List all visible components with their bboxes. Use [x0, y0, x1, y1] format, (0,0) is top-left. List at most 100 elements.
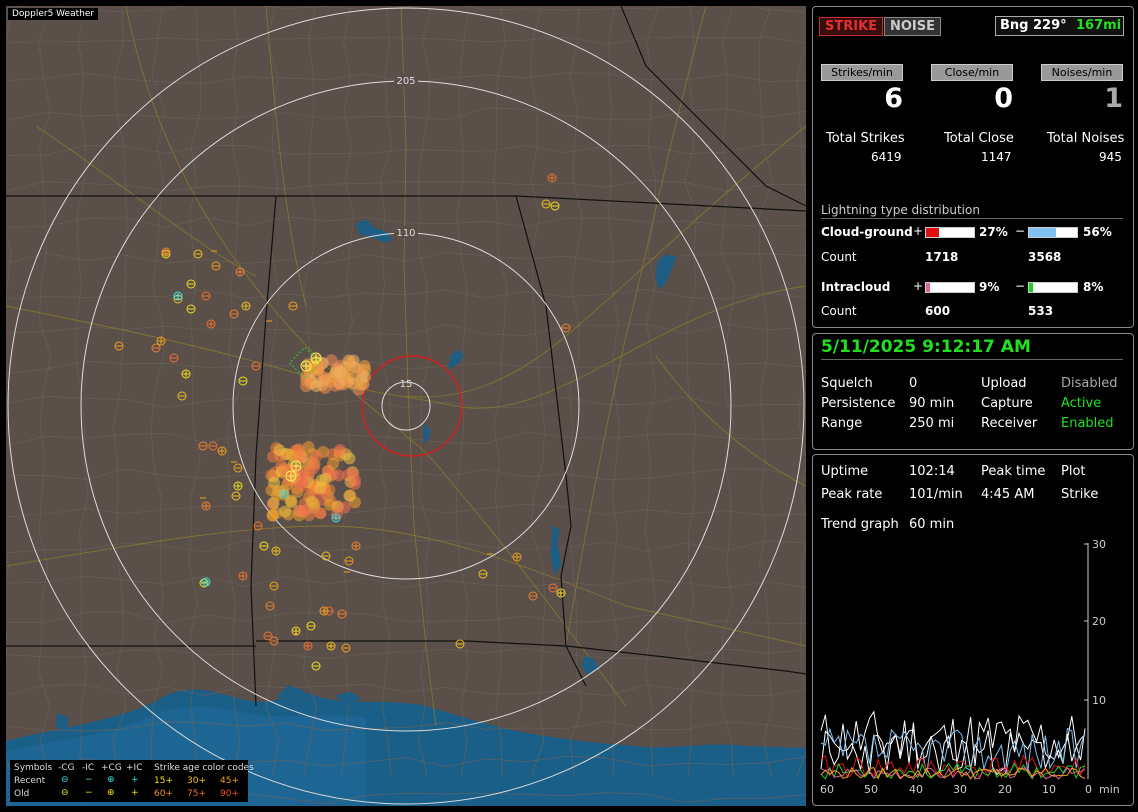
strike-marker [238, 376, 248, 386]
strike-marker [193, 249, 203, 259]
noise-toggle-button[interactable]: NOISE [884, 17, 942, 36]
strike-marker [263, 631, 273, 641]
trend-y-tick-20: 20 [1092, 615, 1106, 628]
strike-cluster [327, 457, 340, 470]
trend-x-tick-0: 0 [1085, 783, 1092, 796]
strike-cluster [358, 360, 371, 373]
uptime-value: 102:14 [909, 464, 955, 479]
strike-marker [241, 301, 251, 311]
trend-x-tick-60: 60 [820, 783, 834, 796]
ic-minus-sign: − [1015, 279, 1026, 293]
strike-marker [512, 552, 522, 562]
legend-age-15: 15+ [154, 776, 173, 786]
legend-header-symbols: Symbols [14, 763, 53, 773]
cg-minus-sign: − [1015, 224, 1026, 238]
strike-marker [331, 513, 341, 523]
trend-line [820, 710, 1086, 770]
trend-line [820, 728, 1086, 776]
strike-marker [351, 541, 361, 551]
strike-cluster [284, 495, 297, 508]
strike-marker [319, 606, 329, 616]
strike-marker [259, 541, 269, 551]
strike-cluster [292, 443, 305, 456]
capture-label: Capture [981, 396, 1033, 411]
strike-cluster [300, 374, 313, 387]
highways [6, 6, 806, 727]
legend-recent-pos-cg-icon: ⊕ [107, 775, 115, 785]
close-per-min-value: 0 [994, 83, 1013, 114]
strike-cluster [348, 477, 361, 490]
strike-cluster [305, 456, 318, 469]
strike-cluster [310, 380, 323, 393]
strike-marker [238, 571, 248, 581]
trend-x-tick-10: 10 [1042, 783, 1056, 796]
cg-positive-bar [925, 227, 975, 238]
squelch-label: Squelch [821, 376, 873, 391]
trend-x-tick-20: 20 [998, 783, 1012, 796]
strike-marker [455, 639, 465, 649]
total-close-value: 1147 [981, 150, 1012, 164]
peak-rate-label: Peak rate [821, 487, 883, 502]
legend-recent-neg-cg-icon: ⊖ [61, 775, 69, 785]
receiver-value: Enabled [1061, 416, 1114, 431]
peak-time-label: Peak time [981, 464, 1046, 479]
strike-marker [177, 391, 187, 401]
strike-marker [285, 470, 297, 482]
strike-cluster [329, 366, 342, 379]
squelch-value: 0 [909, 376, 918, 391]
map-canvas: 205 110 15 [6, 6, 806, 806]
strike-toggle-button[interactable]: STRIKE [819, 17, 884, 36]
strike-marker [173, 291, 183, 301]
strike-marker [310, 352, 322, 364]
receiver-label: Receiver [981, 416, 1038, 431]
legend-age-60: 60+ [154, 789, 173, 799]
strike-cluster [332, 469, 345, 482]
ic-positive-bar [925, 282, 975, 293]
bearing-value: Bng 229° [1000, 18, 1067, 33]
ic-label: Intracloud [821, 280, 891, 294]
trend-x-tick-50: 50 [864, 783, 878, 796]
strike-cluster [270, 488, 283, 501]
strike-marker [344, 556, 354, 566]
strike-marker [269, 581, 279, 591]
strike-marker [206, 319, 216, 329]
cg-plus-sign: + [913, 224, 924, 238]
plot-value: Strike [1061, 487, 1099, 502]
lightning-map[interactable]: 205 110 15 Doppler5 Weather Symbols -CG … [6, 6, 806, 806]
legend-header-neg-cg: -CG [58, 763, 75, 773]
strike-marker [156, 336, 166, 346]
strike-marker [233, 463, 243, 473]
ic-negative-pct: 8% [1083, 280, 1104, 294]
strike-marker [161, 247, 171, 257]
ic-count-label: Count [821, 304, 857, 318]
cg-label: Cloud-ground [821, 225, 913, 239]
strike-marker [231, 491, 241, 501]
strike-marker [186, 279, 196, 289]
strike-marker [279, 489, 289, 499]
strike-marker [291, 626, 301, 636]
upload-value: Disabled [1061, 376, 1118, 391]
counts-panel: STRIKE NOISE Bng 229° 167mi Strikes/min … [812, 6, 1134, 328]
trend-line [820, 762, 1086, 780]
cg-count-label: Count [821, 250, 857, 264]
strike-marker [321, 551, 331, 561]
strike-marker [326, 641, 336, 651]
trend-panel: Uptime 102:14 Peak time Plot Peak rate 1… [812, 454, 1134, 806]
state-lines [6, 6, 806, 707]
strike-marker [253, 521, 263, 531]
distribution-title: Lightning type distribution [821, 203, 980, 217]
trend-y-tick-30: 30 [1092, 538, 1106, 551]
county-lines [6, 6, 806, 804]
strike-marker [208, 441, 218, 451]
strike-marker [211, 261, 221, 271]
strike-cluster [273, 444, 286, 457]
peak-rate-value: 101/min [909, 487, 963, 502]
strike-marker [151, 343, 161, 353]
strikes-per-min-label: Strikes/min [821, 64, 903, 81]
strike-marker [201, 501, 211, 511]
legend-recent-pos-ic-icon: + [131, 775, 139, 785]
strike-marker [556, 588, 566, 598]
strike-marker [201, 291, 211, 301]
distribution-divider [821, 218, 1123, 219]
close-ring [361, 355, 463, 457]
